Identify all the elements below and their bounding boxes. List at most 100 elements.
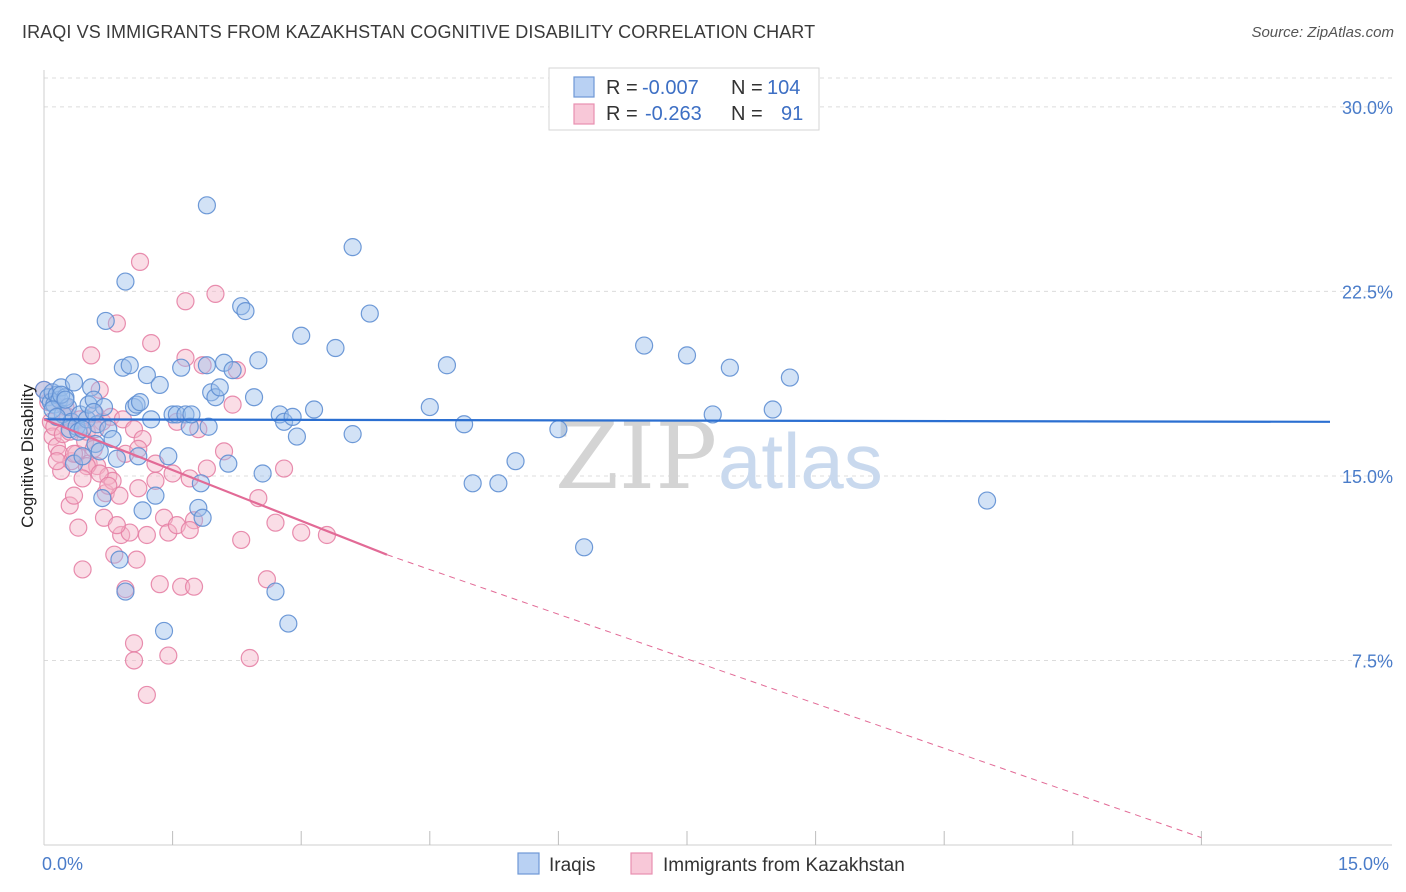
kazakhstan-point xyxy=(64,486,84,505)
iraqi-point xyxy=(107,449,126,468)
iraqi-point xyxy=(96,311,115,331)
iraqi-point xyxy=(720,358,739,377)
iraqi-point xyxy=(463,474,482,493)
kazakhstan-point xyxy=(142,333,161,353)
kazakhstan-point xyxy=(232,530,251,550)
legend-r-value-2: -0.263 xyxy=(645,103,702,125)
kazakhstan-point xyxy=(124,651,144,670)
iraqi-point xyxy=(172,358,191,377)
kazakhstan-point xyxy=(176,292,195,311)
kazakhstan-point xyxy=(130,252,150,272)
iraqi-point xyxy=(326,338,345,358)
correlation-legend: R = -0.007 N = 104 R = -0.263 N = 91 xyxy=(548,67,820,131)
iraqi-point xyxy=(266,582,285,601)
kazakhstan-point xyxy=(266,513,285,532)
legend-n-label-2: N = xyxy=(731,103,763,125)
iraqi-point xyxy=(635,336,654,355)
x-tick-min: 0.0% xyxy=(42,854,83,874)
watermark-zip: ZIP xyxy=(555,403,717,510)
kazakhstan-point xyxy=(137,685,156,705)
bottom-legend-swatch-kazakhstan xyxy=(630,852,653,875)
iraqi-point xyxy=(206,388,225,407)
source-label: Source: ZipAtlas.com xyxy=(1251,24,1394,41)
kazakhstan-point xyxy=(127,550,146,569)
kazakhstan-point xyxy=(159,646,178,665)
y-tick-label: 15.0% xyxy=(1342,467,1393,487)
iraqi-point xyxy=(549,420,568,439)
iraqi-point xyxy=(193,508,212,527)
iraqi-point xyxy=(977,491,997,510)
iraqi-point xyxy=(116,582,135,601)
kazakhstan-point xyxy=(47,452,66,471)
iraqi-point xyxy=(763,400,782,419)
iraqi-point xyxy=(304,400,324,419)
iraqi-point xyxy=(489,474,508,493)
iraqi-point xyxy=(189,498,208,518)
axes xyxy=(43,70,1392,846)
kazakhstan-point xyxy=(82,346,101,365)
bottom-legend-kazakhstan: Immigrants from Kazakhstan xyxy=(663,855,905,876)
iraqi-point xyxy=(84,390,103,409)
iraqi-point xyxy=(94,397,114,417)
series-kazakhstan-points xyxy=(34,252,337,705)
iraqi-point xyxy=(287,427,307,446)
iraqi-point xyxy=(137,365,156,385)
iraqi-point xyxy=(146,486,165,505)
iraqi-point xyxy=(343,425,362,444)
iraqi-point xyxy=(154,621,174,641)
legend-swatch-kazakhstan xyxy=(573,103,595,125)
iraqi-point xyxy=(219,454,238,473)
kazakhstan-point xyxy=(107,516,126,535)
series-iraqis-points xyxy=(34,196,997,641)
iraqi-point xyxy=(249,351,268,370)
iraqi-point xyxy=(360,304,379,323)
legend-r-label-1: R = xyxy=(606,77,638,99)
iraqi-point xyxy=(56,390,75,409)
bottom-legend-swatch-iraqis xyxy=(517,852,540,875)
kazakhstan-trend-extension xyxy=(386,554,1202,839)
iraqi-point xyxy=(279,614,298,633)
legend-swatch-iraqis xyxy=(573,76,595,98)
kazakhstan-point xyxy=(172,577,191,596)
iraqi-point xyxy=(120,356,139,375)
iraqi-point xyxy=(133,501,152,520)
iraqi-point xyxy=(197,356,216,375)
legend-n-label-1: N = xyxy=(731,77,763,99)
kazakhstan-point xyxy=(73,560,92,579)
kazakhstan-point xyxy=(90,464,109,483)
iraqi-point xyxy=(437,356,457,375)
legend-r-label-2: R = xyxy=(606,103,638,125)
kazakhstan-point xyxy=(105,545,124,564)
iraqi-point xyxy=(223,361,242,380)
iraqi-point xyxy=(127,395,146,414)
iraqi-point xyxy=(116,272,135,291)
iraqi-point xyxy=(274,412,294,431)
iraqi-point xyxy=(73,447,92,466)
kazakhstan-point xyxy=(274,459,294,478)
kazakhstan-point xyxy=(180,520,199,540)
iraqi-point xyxy=(575,538,594,557)
y-tick-label: 22.5% xyxy=(1342,282,1393,302)
series-legend: Iraqis Immigrants from Kazakhstan xyxy=(517,852,905,876)
kazakhstan-point xyxy=(257,570,277,589)
x-tick-max: 15.0% xyxy=(1338,854,1389,874)
iraqi-point xyxy=(703,405,722,424)
iraqi-point xyxy=(236,302,255,321)
iraqi-point xyxy=(99,420,118,439)
y-tick-label: 30.0% xyxy=(1342,98,1393,118)
iraqi-point xyxy=(130,393,150,412)
legend-n-value-2: 91 xyxy=(781,103,803,125)
iraqi-point xyxy=(93,488,112,508)
iraqi-point xyxy=(199,417,218,436)
iraqi-point xyxy=(454,415,474,434)
kazakhstan-point xyxy=(150,575,169,594)
iraqi-point xyxy=(420,397,439,417)
bottom-legend-iraqis: Iraqis xyxy=(549,855,595,876)
kazakhstan-point xyxy=(69,518,88,537)
kazakhstan-point xyxy=(193,356,212,375)
iraqi-point xyxy=(677,346,697,365)
iraqi-point xyxy=(210,378,229,397)
y-axis-label: Cognitive Disability xyxy=(18,384,37,528)
iraqi-point xyxy=(244,388,264,407)
